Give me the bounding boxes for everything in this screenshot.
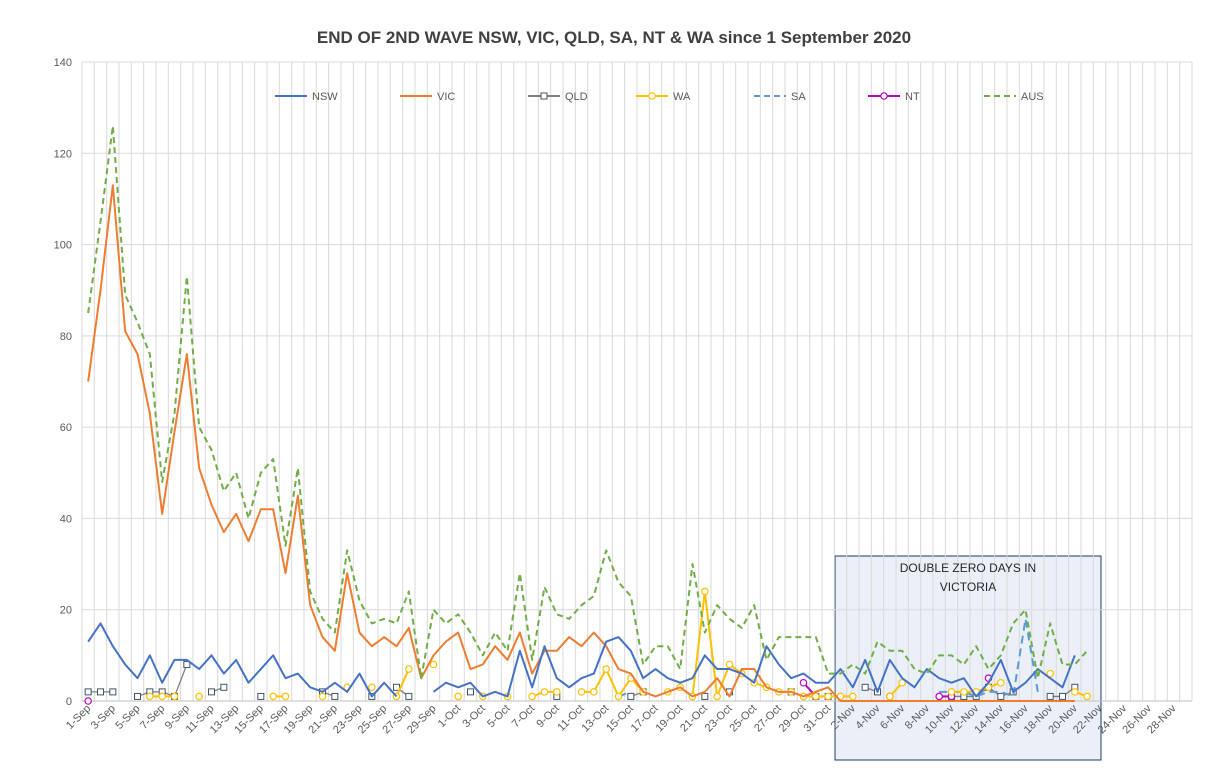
line-nsw bbox=[432, 636, 1076, 698]
point-qld bbox=[331, 692, 339, 700]
x-tick-label: 7-Sep bbox=[138, 703, 167, 732]
point-qld bbox=[1059, 692, 1066, 700]
line-vic bbox=[87, 184, 1075, 702]
legend-label-aus: AUS bbox=[1021, 91, 1044, 103]
y-tick-label: 140 bbox=[54, 57, 72, 69]
legend-label-sa: SA bbox=[791, 91, 806, 103]
point-qld bbox=[208, 688, 215, 696]
point-qld bbox=[701, 692, 709, 700]
point-qld bbox=[405, 692, 413, 700]
line-nsw bbox=[87, 622, 398, 698]
point-wa bbox=[590, 688, 598, 696]
series-layer bbox=[84, 124, 1091, 705]
point-wa bbox=[269, 692, 277, 701]
point-nt bbox=[935, 692, 943, 701]
x-tick-label: 5-Sep bbox=[113, 703, 142, 732]
line-aus bbox=[87, 124, 1088, 680]
point-wa bbox=[886, 692, 894, 701]
y-tick-label: 100 bbox=[54, 240, 72, 252]
point-nt bbox=[799, 678, 808, 687]
point-wa bbox=[454, 692, 462, 701]
point-wa bbox=[960, 688, 968, 696]
point-wa bbox=[701, 587, 709, 596]
legend-label-qld: QLD bbox=[565, 91, 588, 103]
annotation-text: DOUBLE ZERO DAYS IN VICTORIA bbox=[900, 561, 1036, 594]
point-qld bbox=[627, 692, 635, 700]
point-wa bbox=[614, 692, 623, 701]
point-qld bbox=[134, 692, 141, 700]
legend-marker-wa bbox=[648, 92, 656, 100]
point-wa bbox=[947, 688, 956, 696]
y-tick-label: 80 bbox=[60, 331, 72, 343]
grid bbox=[81, 61, 1193, 702]
annotation-line-1: DOUBLE ZERO DAYS IN bbox=[900, 561, 1036, 575]
point-wa bbox=[824, 692, 832, 701]
point-wa bbox=[553, 688, 561, 696]
y-tick-label: 120 bbox=[54, 148, 72, 160]
y-tick-label: 0 bbox=[66, 696, 72, 708]
point-wa bbox=[195, 692, 203, 701]
y-tick-label: 40 bbox=[60, 513, 72, 525]
point-wa bbox=[405, 665, 413, 673]
point-wa bbox=[849, 692, 857, 701]
point-qld bbox=[109, 688, 117, 696]
point-qld bbox=[467, 688, 474, 696]
legend-label-nsw: NSW bbox=[312, 91, 338, 103]
point-qld bbox=[1046, 692, 1054, 700]
legend-label-nt: NT bbox=[905, 91, 920, 103]
legend-marker-nt bbox=[880, 92, 888, 100]
point-nt bbox=[84, 697, 92, 705]
legend-marker-qld bbox=[540, 92, 548, 100]
series-vic bbox=[87, 184, 1075, 702]
y-tick-label: 20 bbox=[60, 605, 72, 617]
point-wa bbox=[540, 688, 549, 696]
point-qld bbox=[393, 683, 400, 691]
legend: NSW VIC QLD WA SA NT AUS bbox=[275, 91, 1044, 103]
point-qld bbox=[220, 683, 228, 691]
point-wa bbox=[170, 692, 179, 701]
legend-label-wa: WA bbox=[673, 91, 691, 103]
point-qld bbox=[97, 688, 104, 696]
legend-label-vic: VIC bbox=[437, 91, 455, 103]
line-wa bbox=[395, 668, 410, 697]
point-wa bbox=[713, 692, 721, 701]
point-wa bbox=[158, 692, 166, 701]
point-wa bbox=[146, 692, 154, 701]
y-axis: 0 20 40 60 80 100 120 140 bbox=[54, 57, 72, 708]
point-wa bbox=[318, 692, 327, 701]
point-qld bbox=[183, 660, 191, 668]
line-wa bbox=[667, 590, 853, 698]
point-qld bbox=[84, 688, 92, 696]
x-tick-label: 3-Sep bbox=[89, 703, 118, 732]
point-wa bbox=[812, 692, 820, 701]
point-wa bbox=[528, 692, 536, 701]
point-qld bbox=[997, 692, 1005, 700]
point-wa bbox=[368, 683, 376, 692]
point-wa bbox=[1071, 688, 1079, 696]
x-tick-label: 5-Oct bbox=[485, 703, 513, 731]
chart-title: END OF 2ND WAVE NSW, VIC, QLD, SA, NT & … bbox=[316, 28, 912, 47]
series-nsw bbox=[87, 622, 1076, 698]
point-wa bbox=[725, 660, 734, 669]
point-wa bbox=[602, 665, 610, 673]
x-tick-label: 1-Oct bbox=[436, 703, 464, 731]
annotation-line-2: VICTORIA bbox=[940, 580, 996, 594]
point-qld bbox=[257, 692, 265, 700]
point-wa bbox=[997, 678, 1005, 687]
x-tick-label: 31-Oct bbox=[801, 703, 833, 735]
point-wa bbox=[577, 688, 586, 696]
series-qld bbox=[84, 660, 1079, 700]
point-wa bbox=[1046, 669, 1054, 678]
point-wa bbox=[898, 678, 906, 687]
point-wa bbox=[1083, 692, 1091, 701]
series-aus bbox=[87, 124, 1088, 680]
point-wa bbox=[429, 660, 438, 669]
x-tick-label: 3-Oct bbox=[460, 703, 488, 731]
point-wa bbox=[281, 692, 290, 701]
x-tick-label: 7-Oct bbox=[510, 703, 538, 731]
point-qld bbox=[861, 683, 869, 691]
y-tick-label: 60 bbox=[60, 422, 72, 434]
